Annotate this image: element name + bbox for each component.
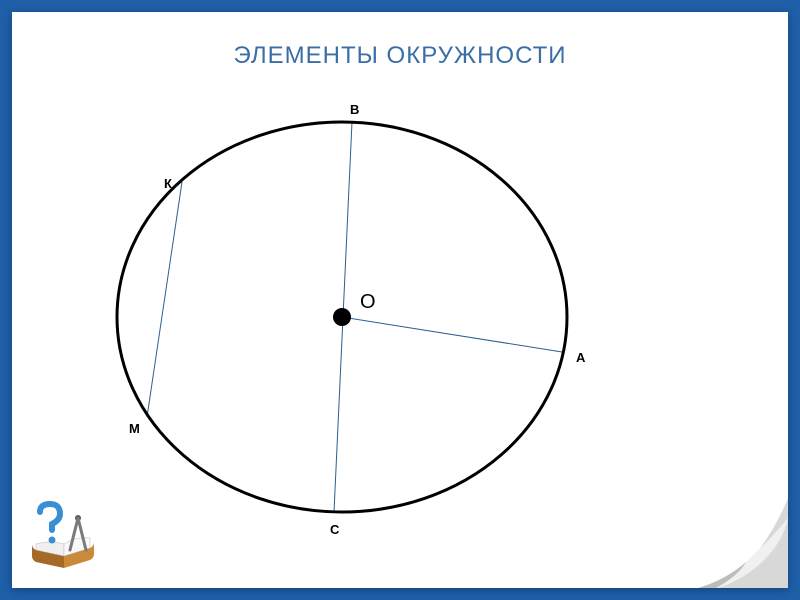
center-dot [333,308,351,326]
help-decor-icon [30,500,100,570]
label-point-B: В [350,102,359,117]
label-center-O: О [360,291,376,314]
label-point-C: С [330,522,339,537]
slide-frame: ЭЛЕМЕНТЫ ОКРУЖНОСТИ О В С А К М [12,12,788,588]
circle-svg [92,112,612,532]
label-point-K: К [164,176,172,191]
circle-diagram: О В С А К М [92,112,612,532]
question-mark-icon [40,504,60,530]
label-point-M: М [129,421,140,436]
label-point-A: А [576,350,585,365]
slide-title: ЭЛЕМЕНТЫ ОКРУЖНОСТИ [12,12,788,80]
line-O-A [342,317,562,352]
line-K-M [147,182,182,417]
page-curl-icon [698,498,788,588]
question-dot [49,537,56,544]
